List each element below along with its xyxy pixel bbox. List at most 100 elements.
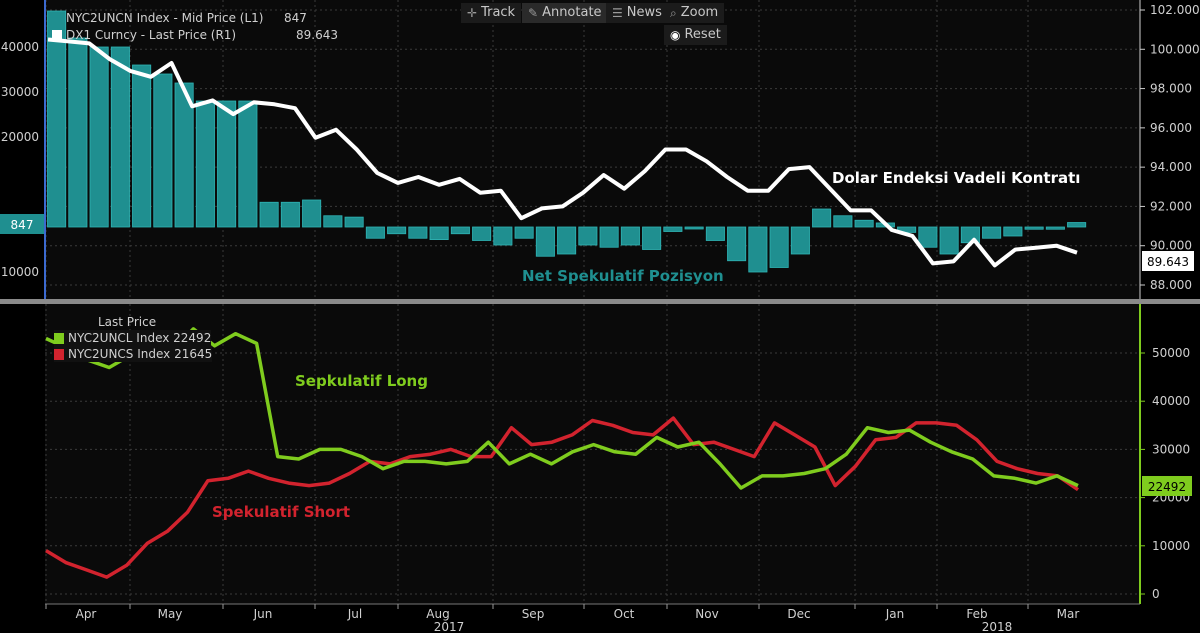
net-position-bar — [727, 226, 747, 262]
right-top-tick-label: 96.000 — [1150, 121, 1192, 135]
news-label: News — [626, 5, 662, 20]
panel-separator[interactable] — [0, 299, 1200, 304]
zoom-label: Zoom — [680, 5, 719, 20]
net-position-bar — [195, 100, 215, 228]
track-button[interactable]: ✛ Track — [461, 3, 522, 23]
left-current-value: 847 — [11, 218, 34, 232]
net-position-bar — [1067, 222, 1087, 228]
net-position-bar — [684, 226, 704, 230]
legend-swatch-long — [54, 332, 64, 344]
net-position-bar — [259, 201, 279, 228]
legend-value-dollar: 89.643 — [296, 28, 338, 42]
legend-long[interactable]: NYC2UNCL Index 22492 — [54, 330, 212, 346]
long-position-line — [45, 327, 1079, 490]
net-position-bar — [493, 226, 513, 246]
right-bottom-current-value: 22492 — [1148, 480, 1186, 494]
legend-label-short: NYC2UNCS Index 21645 — [68, 347, 213, 361]
net-position-bar — [344, 216, 364, 228]
right-top-tick-label: 102.000 — [1150, 3, 1200, 17]
annotate-label: Annotate — [542, 5, 602, 20]
reset-icon: ◉ — [670, 28, 681, 42]
legend-dollar-index[interactable]: DX1 Curncy - Last Price (R1) 89.643 — [52, 27, 338, 43]
net-position-bar — [514, 226, 534, 239]
net-position-bar — [68, 37, 88, 228]
net-position-bar — [153, 73, 173, 228]
net-position-bar — [302, 199, 322, 228]
month-label: Feb — [966, 607, 987, 621]
short-annotation: Spekulatif Short — [212, 503, 350, 521]
right-top-tick-label: 88.000 — [1150, 278, 1192, 292]
right-bottom-tick-label: 0 — [1152, 587, 1160, 601]
zoom-button[interactable]: ⌕ Zoom — [664, 3, 725, 23]
year-label: 2017 — [434, 620, 465, 633]
net-position-bar — [939, 226, 959, 255]
month-label: Jun — [253, 607, 273, 621]
right-top-current-value: 89.643 — [1147, 255, 1189, 269]
dollar-index-annotation: Dolar Endeksi Vadeli Kontratı — [832, 169, 1080, 187]
x-axis-ticks: Apr May Jun Jul Aug Sep Oct Nov Dec Jan Feb Mar 2017… — [45, 604, 1079, 633]
net-position-bar — [642, 226, 662, 250]
net-position-bar — [918, 226, 938, 248]
net-position-bars — [47, 10, 1087, 273]
legend-swatch-dollar — [52, 29, 62, 41]
net-position-bar — [599, 226, 619, 248]
news-button[interactable]: ☰ News — [606, 3, 668, 23]
right-top-tick-label: 90.000 — [1150, 239, 1192, 253]
right-top-tick-label: 100.000 — [1150, 42, 1200, 56]
net-position-bar — [769, 226, 789, 268]
net-position-bar — [280, 201, 300, 228]
dollar-index-line-group — [47, 37, 1078, 268]
right-bottom-tick-label: 30000 — [1152, 442, 1190, 456]
net-position-bar — [132, 64, 152, 228]
news-icon: ☰ — [612, 6, 623, 20]
net-position-bar — [89, 46, 109, 228]
net-position-bar — [812, 208, 832, 228]
right-bottom-tick-label: 50000 — [1152, 346, 1190, 360]
legend-net-position[interactable]: NYC2UNCN Index - Mid Price (L1) 847 — [52, 10, 307, 26]
net-position-bar — [578, 226, 598, 246]
legend-bottom-title: Last Price — [98, 315, 157, 329]
net-position-bar — [1024, 226, 1044, 230]
legend-swatch-short — [54, 348, 64, 360]
right-top-current-value-tag: 89.643 — [1142, 251, 1194, 271]
long-annotation: Sepkulatif Long — [295, 372, 428, 390]
reset-button[interactable]: ◉ Reset — [664, 25, 727, 45]
month-label: Sep — [522, 607, 545, 621]
legend-short[interactable]: NYC2UNCS Index 21645 — [54, 346, 213, 362]
right-bottom-current-value-tag: 22492 — [1142, 476, 1192, 496]
track-label: Track — [481, 5, 516, 20]
legend-label-net: NYC2UNCN Index - Mid Price (L1) — [66, 11, 264, 25]
net-position-bar — [387, 226, 407, 235]
crosshair-icon: ✛ — [467, 6, 478, 20]
month-label: Apr — [76, 607, 97, 621]
month-label: May — [158, 607, 183, 621]
right-top-tick-label: 98.000 — [1150, 82, 1192, 96]
net-position-bar — [982, 226, 1002, 239]
pencil-icon: ✎ — [528, 6, 539, 20]
net-position-bar — [1003, 226, 1023, 237]
annotate-button[interactable]: ✎ Annotate — [522, 3, 608, 23]
net-position-bar — [535, 226, 555, 257]
net-position-bar — [429, 226, 449, 240]
month-label: Jul — [347, 607, 362, 621]
year-label: 2018 — [982, 620, 1013, 633]
net-position-bar — [1045, 226, 1065, 230]
month-label: Oct — [614, 607, 635, 621]
month-label: Dec — [787, 607, 810, 621]
net-position-annotation: Net Spekulatif Pozisyon — [522, 267, 724, 285]
dollar-index-line — [47, 37, 1078, 268]
net-position-bar — [472, 226, 492, 241]
net-position-bar — [238, 100, 258, 228]
month-label: Jan — [885, 607, 905, 621]
net-position-bar — [705, 226, 725, 241]
left-axis-ticks: 10000 20000 30000 40000 — [1, 40, 39, 279]
left-tick-label: 40000 — [1, 40, 39, 54]
long-short-lines-group — [45, 327, 1079, 579]
legend-label-dollar: DX1 Curncy - Last Price (R1) — [66, 28, 237, 42]
net-position-bar — [748, 226, 768, 273]
legend-swatch-net — [52, 12, 62, 24]
net-position-bar — [557, 226, 577, 255]
